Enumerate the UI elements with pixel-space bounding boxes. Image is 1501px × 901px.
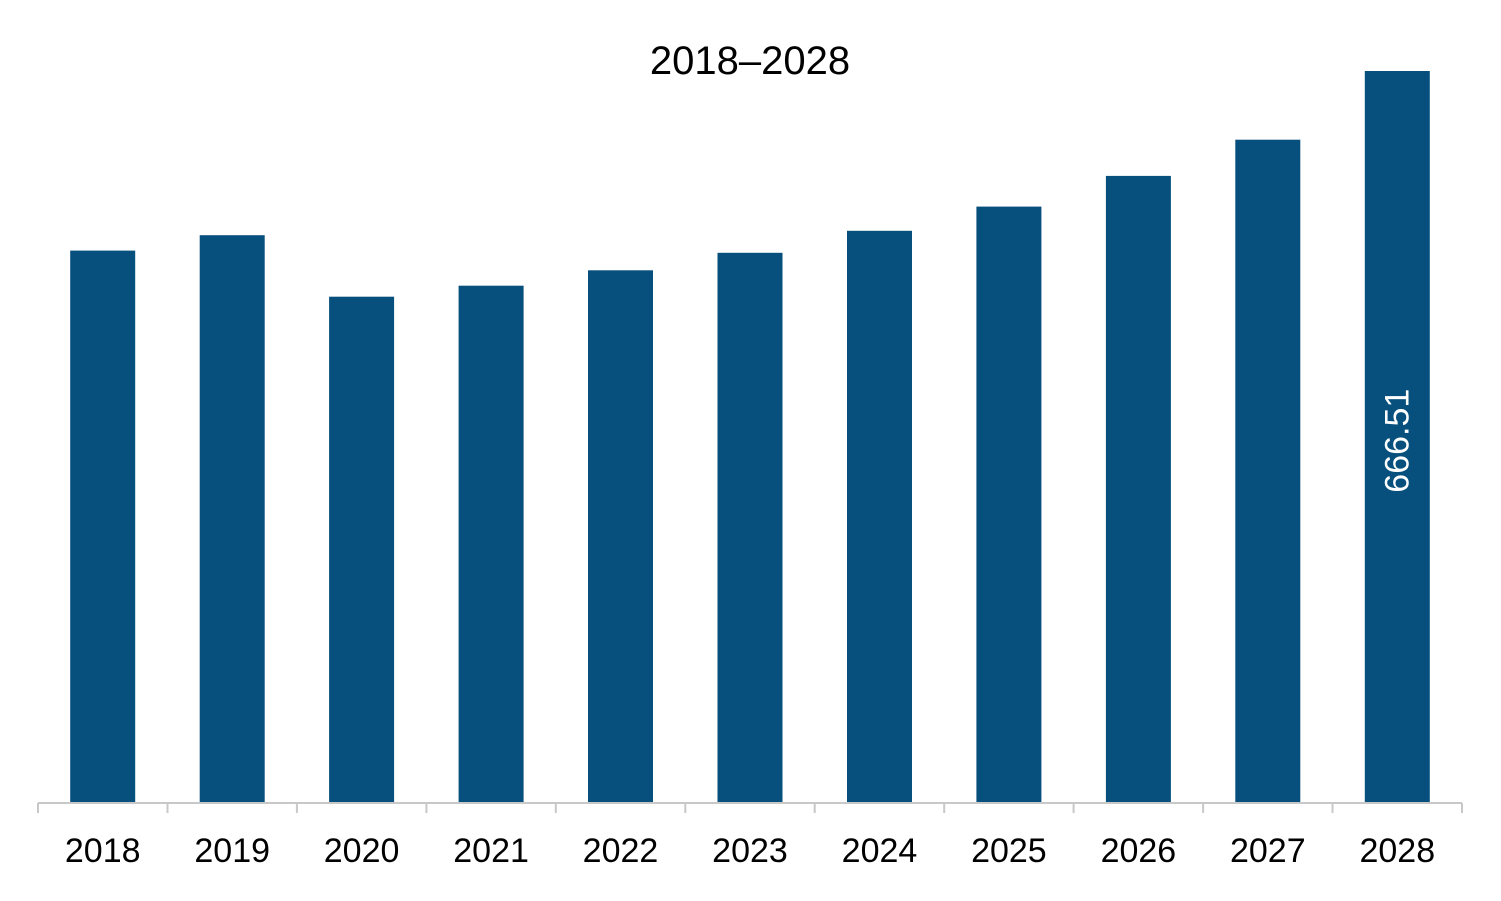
bar-2026 xyxy=(1105,175,1171,803)
data-labels: 666.51 xyxy=(1378,389,1416,493)
x-tick-label-2028: 2028 xyxy=(1359,832,1435,870)
bar-2023 xyxy=(717,252,783,804)
data-label-2028: 666.51 xyxy=(1378,389,1416,493)
chart-title: 2018–2028 xyxy=(650,39,850,83)
bars-group xyxy=(70,71,1430,804)
bar-2028 xyxy=(1364,71,1430,803)
bar-2025 xyxy=(976,206,1042,804)
x-tick-label-2022: 2022 xyxy=(583,832,659,870)
bar-2022 xyxy=(588,270,653,803)
x-tick-label-2020: 2020 xyxy=(324,832,400,870)
x-axis xyxy=(37,802,1463,813)
x-tick-label-2023: 2023 xyxy=(712,832,788,870)
x-tick-label-2027: 2027 xyxy=(1230,832,1306,870)
bar-2021 xyxy=(458,285,524,803)
x-tick-label-2018: 2018 xyxy=(65,832,141,870)
x-tick-label-2026: 2026 xyxy=(1101,832,1177,870)
x-tick-label-2021: 2021 xyxy=(453,832,529,870)
x-tick-labels: 2018 2019 2020 2021 2022 2023 2024 2025 2026 2027… xyxy=(65,832,1435,870)
x-tick-label-2025: 2025 xyxy=(971,832,1047,870)
bar-2019 xyxy=(199,235,265,803)
bar-2027 xyxy=(1235,139,1301,803)
x-tick-label-2019: 2019 xyxy=(194,832,270,870)
bar-2024 xyxy=(847,230,912,804)
x-tick-label-2024: 2024 xyxy=(842,832,918,870)
bar-2018 xyxy=(70,250,136,804)
bar-2020 xyxy=(329,296,395,803)
